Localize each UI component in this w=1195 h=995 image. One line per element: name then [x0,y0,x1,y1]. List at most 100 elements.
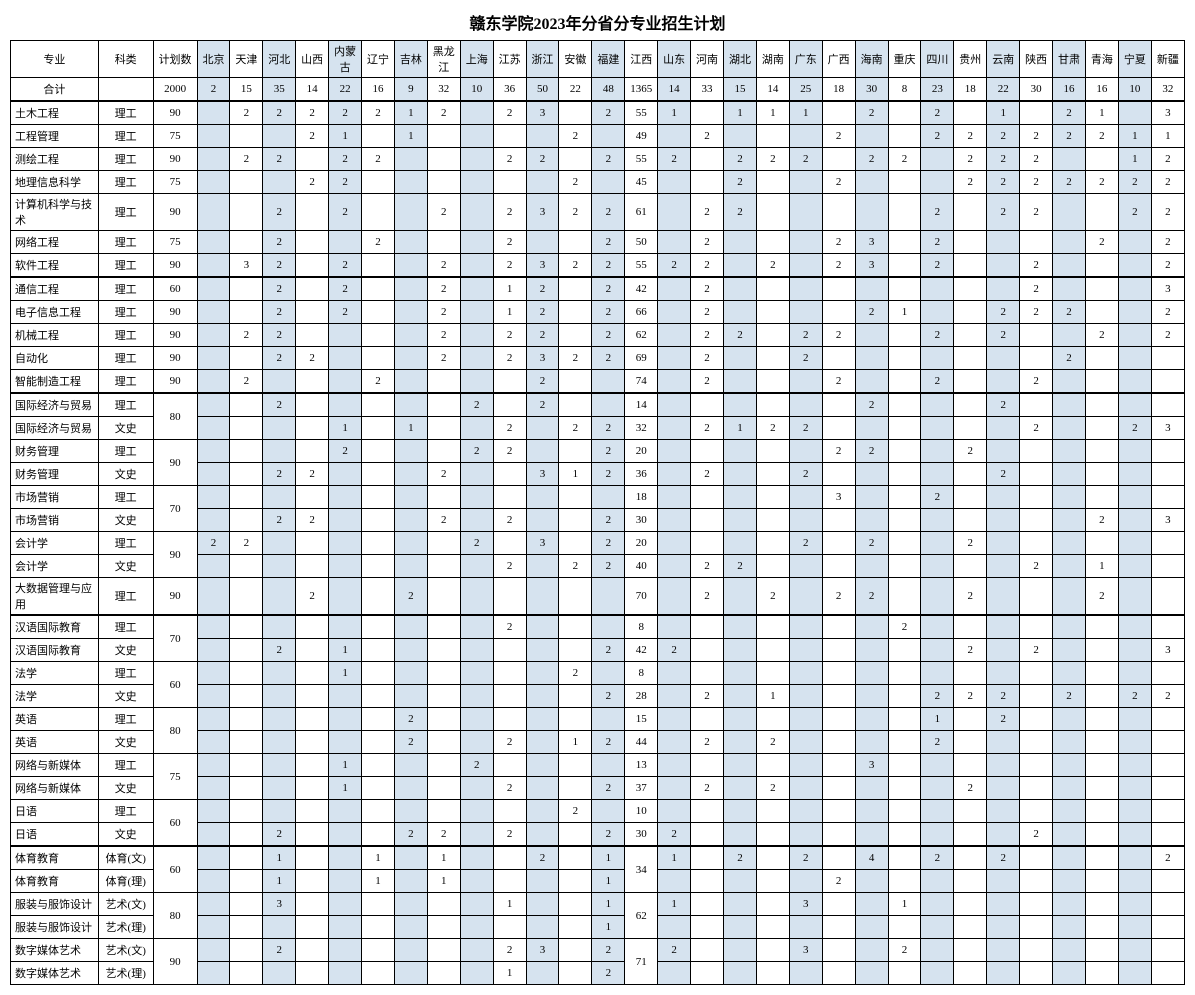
cell-value [954,463,987,486]
cell-value: 2 [855,301,888,324]
cell-value [230,846,263,870]
cell-value [394,171,427,194]
cell-value [559,708,592,731]
cell-value: 1 [756,685,789,708]
total-cell: 14 [296,78,329,102]
cell-value [888,532,921,555]
cell-value: 2 [1020,254,1053,278]
cell-value: 1 [362,870,395,893]
cell-major: 网络与新媒体 [11,754,99,777]
cell-value: 2 [691,417,724,440]
cell-value [263,962,296,985]
cell-value: 2 [592,777,625,800]
cell-value [954,800,987,823]
total-cell: 15 [230,78,263,102]
cell-value [460,685,493,708]
cell-value: 2 [559,347,592,370]
cell-value [954,254,987,278]
cell-value [394,800,427,823]
cell-value [756,171,789,194]
cell-value [460,277,493,301]
cell-value [724,962,757,985]
cell-category: 理工 [98,125,153,148]
cell-value [789,916,822,939]
cell-value [724,277,757,301]
cell-plan: 80 [153,708,197,754]
cell-value: 2 [855,578,888,616]
cell-value: 3 [789,939,822,962]
total-cell: 50 [526,78,559,102]
cell-value [756,301,789,324]
cell-value: 34 [625,846,658,893]
cell-value [756,463,789,486]
cell-value [394,532,427,555]
cell-value: 2 [691,254,724,278]
cell-value [658,916,691,939]
cell-value [691,615,724,639]
cell-category: 理工 [98,254,153,278]
cell-value [1085,440,1118,463]
total-cell: 30 [855,78,888,102]
cell-value [1085,393,1118,417]
cell-value: 2 [559,171,592,194]
cell-value [230,578,263,616]
cell-value: 2 [1151,231,1184,254]
cell-value: 2 [855,440,888,463]
cell-value: 2 [493,417,526,440]
cell-value: 2 [427,194,460,231]
cell-value [263,532,296,555]
cell-value: 2 [1053,125,1086,148]
table-body: 土木工程理工902222212232551111221213工程管理理工7521… [11,101,1185,985]
cell-value [493,870,526,893]
cell-value [756,662,789,685]
cell-major: 法学 [11,662,99,685]
cell-value [658,231,691,254]
cell-value [724,639,757,662]
cell-category: 理工 [98,615,153,639]
cell-category: 体育(文) [98,846,153,870]
cell-value [658,962,691,985]
cell-value [1151,615,1184,639]
cell-value: 20 [625,440,658,463]
header-province: 安徽 [559,41,592,78]
cell-value [526,509,559,532]
cell-major: 服装与服饰设计 [11,893,99,916]
cell-value: 2 [296,101,329,125]
cell-value [691,939,724,962]
table-row: 财务管理理工90222220222 [11,440,1185,463]
cell-value: 2 [559,194,592,231]
cell-value [658,685,691,708]
cell-value [1020,916,1053,939]
cell-value [888,754,921,777]
cell-value [493,639,526,662]
cell-value: 30 [625,823,658,847]
cell-value [1151,370,1184,394]
cell-value: 2 [559,555,592,578]
table-row: 地理信息科学理工7522245222222222 [11,171,1185,194]
cell-value [1053,277,1086,301]
cell-value [329,532,362,555]
cell-value [822,708,855,731]
cell-value: 2 [493,823,526,847]
cell-value [362,532,395,555]
cell-value [921,440,954,463]
cell-category: 文史 [98,731,153,754]
cell-value [724,393,757,417]
total-cell: 10 [1118,78,1151,102]
cell-value [756,555,789,578]
cell-value: 1 [493,962,526,985]
cell-value: 2 [822,231,855,254]
cell-value [987,578,1020,616]
cell-value [822,463,855,486]
cell-value [1085,463,1118,486]
cell-value [1085,370,1118,394]
cell-value [822,301,855,324]
cell-value [822,148,855,171]
cell-value [230,555,263,578]
cell-value [559,101,592,125]
cell-value [1020,754,1053,777]
cell-value [230,194,263,231]
cell-value [822,393,855,417]
cell-value: 2 [460,754,493,777]
cell-value [230,754,263,777]
